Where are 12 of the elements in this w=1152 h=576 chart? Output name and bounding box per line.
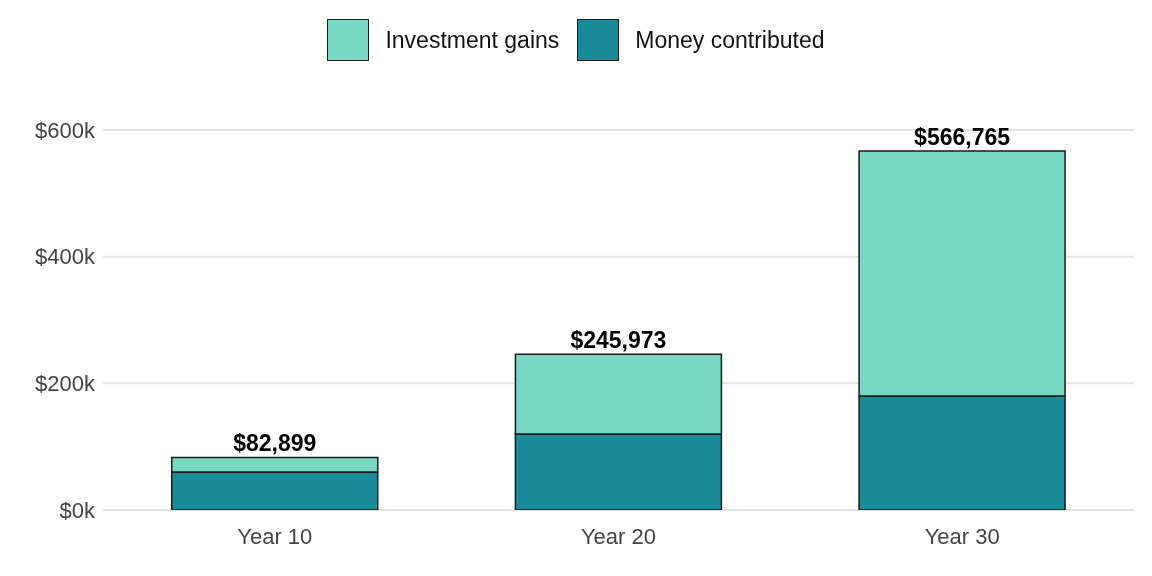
total-label: $82,899 [233, 430, 317, 457]
x-tick-label: Year 10 [237, 523, 313, 549]
y-tick-label: $0k [59, 497, 96, 523]
y-tick-label: $600k [35, 117, 96, 143]
total-label: $566,765 [914, 124, 1011, 151]
y-tick-label: $400k [35, 244, 96, 270]
x-tick-label: Year 30 [924, 523, 1000, 549]
legend-label: Investment gains [385, 26, 560, 54]
y-tick-label: $200k [35, 371, 96, 397]
x-tick-label: Year 20 [580, 523, 657, 549]
total-label: $245,973 [570, 327, 667, 354]
legend-label: Money contributed [635, 26, 825, 54]
